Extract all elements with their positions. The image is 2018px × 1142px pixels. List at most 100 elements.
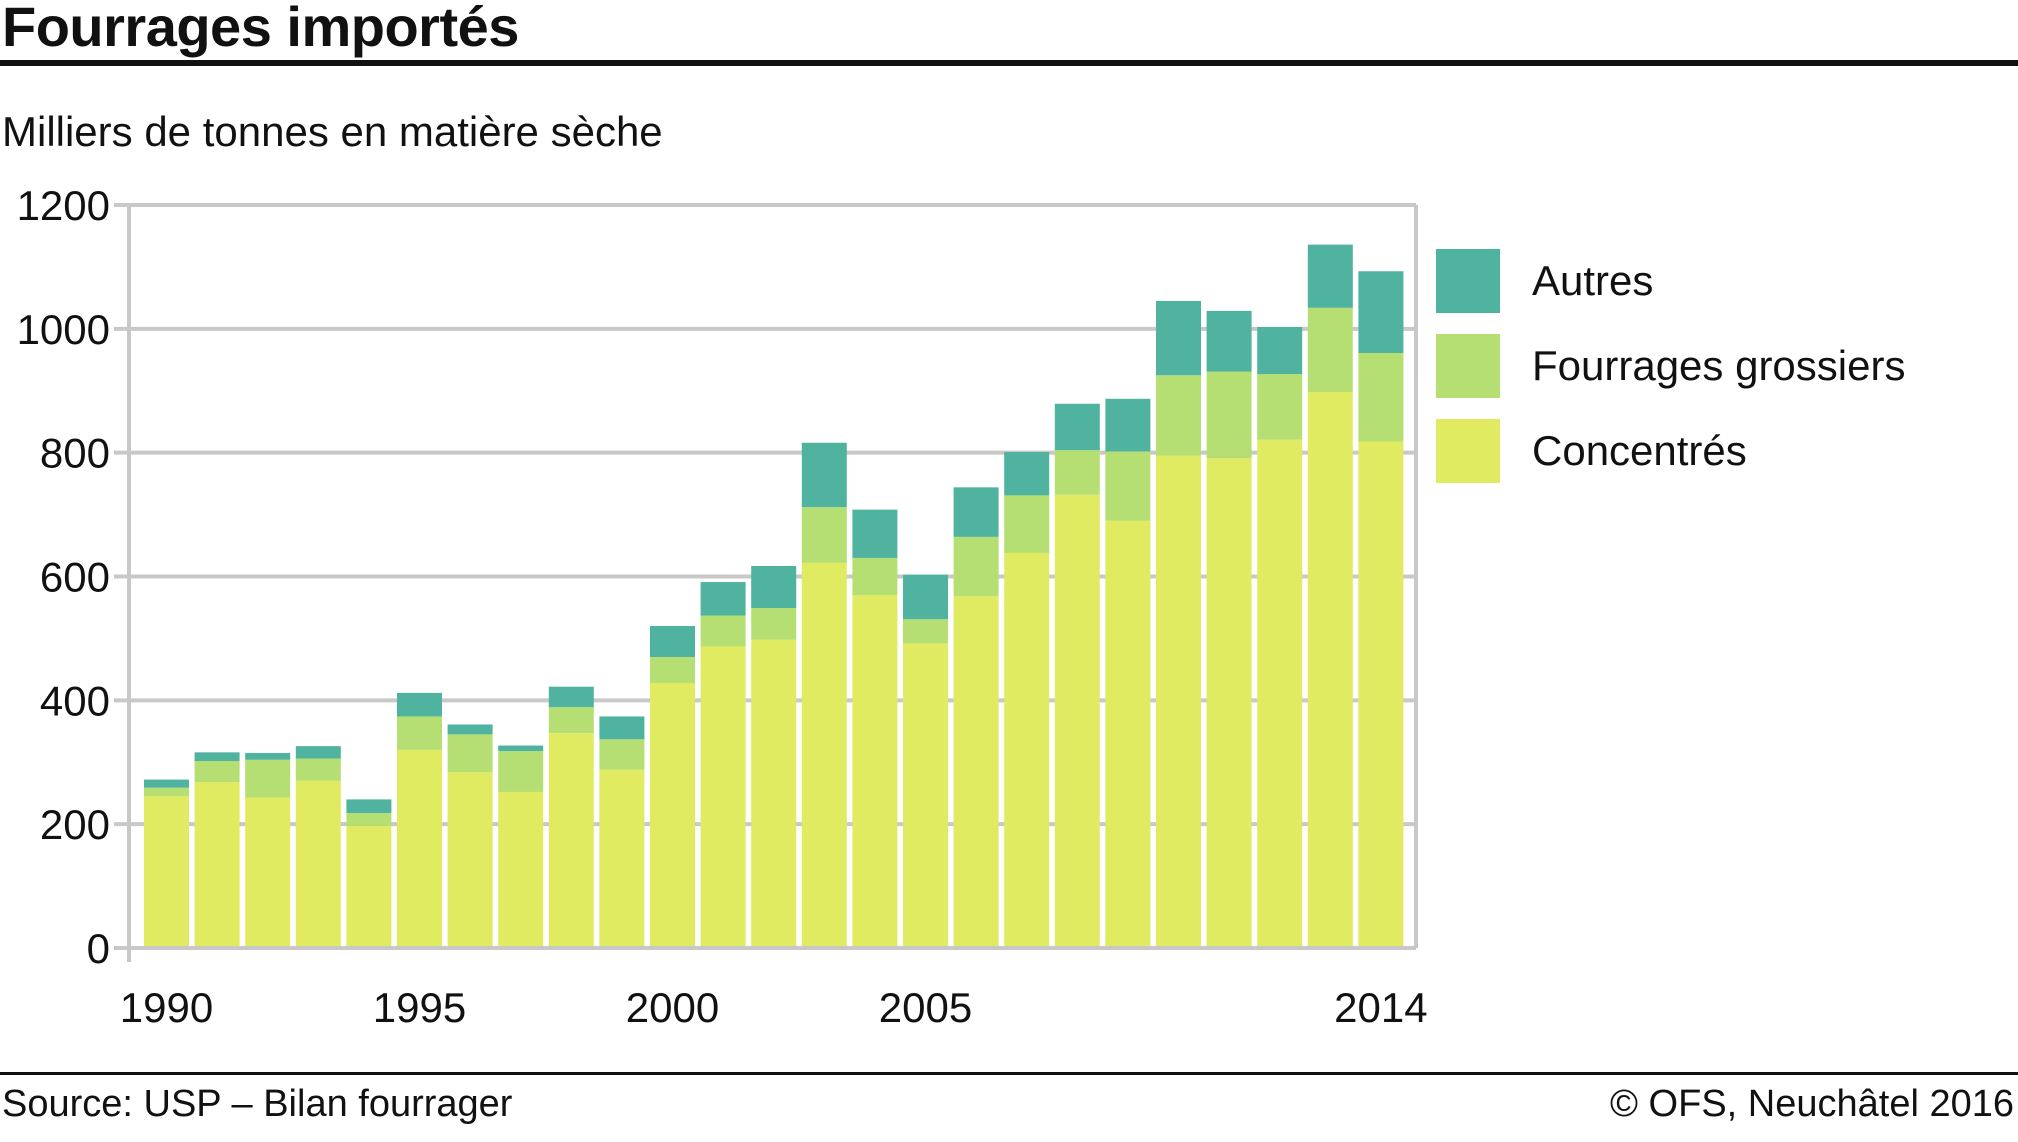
bar-2011-autres — [1206, 310, 1252, 372]
y-tick-label-200: 200 — [40, 801, 110, 848]
bar-1995-concentr-s — [397, 749, 442, 948]
bar-2001-autres — [700, 582, 746, 616]
legend-item-autres: Autres — [1436, 249, 1996, 315]
copyright-note: © OFS, Neuchâtel 2016 — [1610, 1083, 2014, 1125]
bar-1992-fourrages-grossiers — [245, 759, 291, 798]
bar-1991-autres — [194, 752, 240, 762]
bar-1992-concentr-s — [245, 797, 291, 948]
legend-item-fourrages-grossiers: Fourrages grossiers — [1436, 334, 1996, 400]
bar-2012-autres — [1257, 326, 1303, 375]
bar-1993-autres — [295, 746, 341, 759]
bar-1995-fourrages-grossiers — [397, 716, 442, 750]
legend-item-concentres: Concentrés — [1436, 419, 1996, 485]
bar-2011-concentr-s — [1206, 458, 1252, 948]
bar-1991-fourrages-grossiers — [194, 761, 240, 783]
bar-2013-fourrages-grossiers — [1307, 307, 1353, 392]
bar-2006-autres — [953, 487, 999, 537]
bar-1999-fourrages-grossiers — [599, 739, 645, 770]
bar-2014-concentr-s — [1358, 441, 1404, 948]
bar-2005-concentr-s — [903, 643, 948, 948]
bar-1990-autres — [144, 779, 189, 788]
bar-2014-autres — [1358, 271, 1404, 353]
bar-2009-concentr-s — [1105, 520, 1151, 948]
bar-1998-concentr-s — [548, 733, 594, 948]
bar-2005-autres — [903, 574, 948, 620]
x-tick-label-2000: 2000 — [626, 984, 719, 1031]
bar-2012-concentr-s — [1257, 439, 1303, 948]
y-tick-label-800: 800 — [40, 430, 110, 477]
bar-2002-autres — [751, 565, 797, 609]
bar-1999-autres — [599, 716, 645, 740]
bar-2007-fourrages-grossiers — [1004, 495, 1050, 553]
legend-label-autres: Autres — [1532, 257, 1654, 304]
bar-1994-autres — [346, 799, 392, 814]
bar-1994-fourrages-grossiers — [346, 813, 392, 827]
bar-2008-fourrages-grossiers — [1054, 450, 1100, 495]
bar-2002-concentr-s — [751, 639, 797, 948]
x-tick-label-2014: 2014 — [1334, 984, 1427, 1031]
bar-2004-autres — [852, 509, 898, 558]
bar-1996-concentr-s — [447, 772, 493, 948]
bar-2008-concentr-s — [1054, 494, 1100, 948]
bar-2005-fourrages-grossiers — [903, 619, 948, 644]
bar-2012-fourrages-grossiers — [1257, 374, 1303, 440]
bar-1997-concentr-s — [498, 791, 544, 948]
bar-1990-concentr-s — [144, 796, 189, 948]
y-tick-label-1200: 1200 — [17, 182, 110, 229]
bar-2000-autres — [650, 626, 695, 657]
bar-1990-fourrages-grossiers — [144, 787, 189, 797]
y-axis-unit-label: Milliers de tonnes en matière sèche — [2, 108, 663, 155]
chart-title: Fourrages importés — [2, 0, 519, 58]
legend-label-fourrages-grossiers: Fourrages grossiers — [1532, 342, 1906, 389]
legend-swatch-autres — [1436, 249, 1500, 313]
y-tick-label-600: 600 — [40, 554, 110, 601]
bar-2009-autres — [1105, 398, 1151, 452]
legend-swatch-fourrages-grossiers — [1436, 334, 1500, 398]
bar-2003-concentr-s — [801, 562, 847, 948]
bar-2004-concentr-s — [852, 595, 898, 948]
title-divider — [0, 60, 2018, 66]
bar-1993-concentr-s — [295, 780, 341, 948]
bar-2009-fourrages-grossiers — [1105, 451, 1151, 521]
bar-2001-concentr-s — [700, 646, 746, 948]
y-tick-label-0: 0 — [87, 925, 110, 972]
bar-1992-autres — [245, 752, 291, 760]
y-tick-label-400: 400 — [40, 677, 110, 724]
bar-1991-concentr-s — [194, 782, 240, 948]
legend-label-concentres: Concentrés — [1532, 427, 1747, 474]
bar-2010-concentr-s — [1156, 455, 1201, 948]
bar-2006-fourrages-grossiers — [953, 536, 999, 597]
bar-2000-concentr-s — [650, 682, 695, 948]
bar-2008-autres — [1054, 403, 1100, 451]
legend-swatch-concentres — [1436, 419, 1500, 483]
bar-1993-fourrages-grossiers — [295, 758, 341, 781]
bar-2007-concentr-s — [1004, 552, 1050, 948]
x-tick-label-1995: 1995 — [373, 984, 466, 1031]
bar-1995-autres — [397, 692, 442, 717]
bar-2004-fourrages-grossiers — [852, 557, 898, 596]
bar-2001-fourrages-grossiers — [700, 615, 746, 647]
bar-1996-autres — [447, 724, 493, 735]
bar-1998-autres — [548, 686, 594, 708]
x-tick-label-2005: 2005 — [879, 984, 972, 1031]
bar-1998-fourrages-grossiers — [548, 707, 594, 734]
bar-2010-fourrages-grossiers — [1156, 375, 1201, 456]
bar-2013-autres — [1307, 244, 1353, 308]
bar-1997-fourrages-grossiers — [498, 751, 544, 792]
bar-1996-fourrages-grossiers — [447, 734, 493, 773]
bar-2002-fourrages-grossiers — [751, 608, 797, 640]
x-tick-label-1990: 1990 — [120, 984, 213, 1031]
source-note: Source: USP – Bilan fourrager — [2, 1083, 513, 1125]
bar-2014-fourrages-grossiers — [1358, 352, 1404, 442]
footer-divider — [0, 1072, 2018, 1075]
bar-2000-fourrages-grossiers — [650, 656, 695, 683]
bar-2010-autres — [1156, 300, 1201, 376]
y-tick-label-1000: 1000 — [17, 306, 110, 353]
bar-2013-concentr-s — [1307, 391, 1353, 948]
bar-2011-fourrages-grossiers — [1206, 371, 1252, 459]
bar-1999-concentr-s — [599, 769, 645, 948]
bar-2007-autres — [1004, 452, 1050, 496]
bar-1997-autres — [498, 745, 544, 752]
bar-1994-concentr-s — [346, 826, 392, 948]
